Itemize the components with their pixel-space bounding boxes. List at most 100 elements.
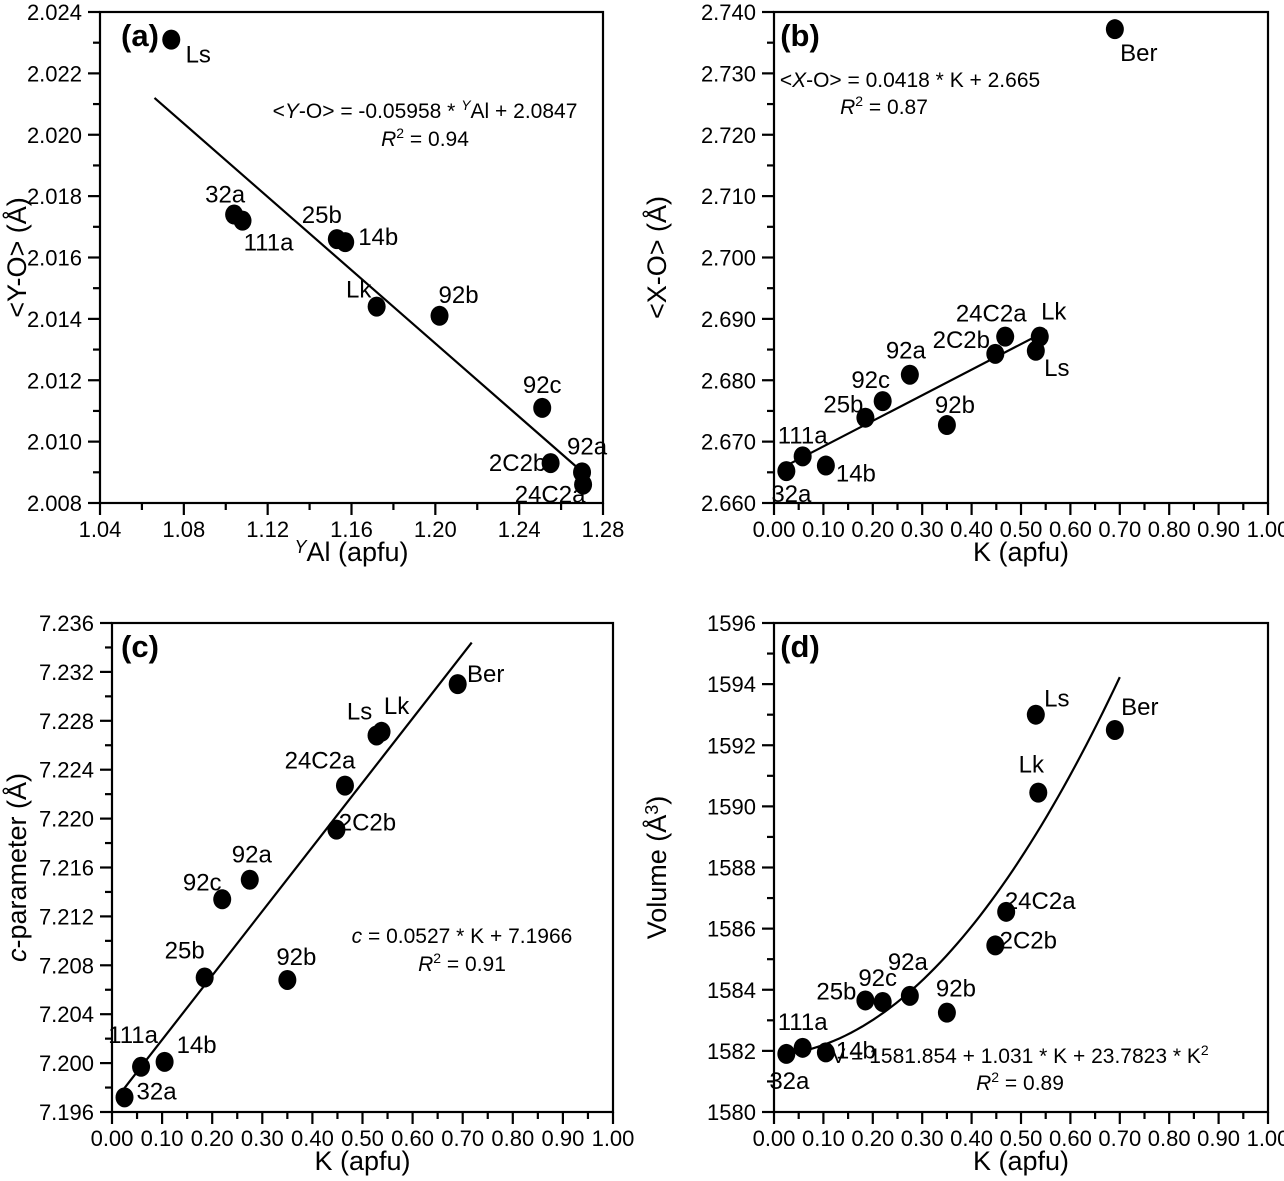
point-label: 25b: [165, 938, 205, 965]
data-point: [1030, 326, 1049, 347]
data-point: [1105, 19, 1124, 40]
x-axis-title: K (apfu): [973, 1146, 1069, 1176]
y-tick-label: 7.232: [39, 660, 94, 685]
data-point: [155, 1051, 174, 1072]
data-point: [278, 969, 297, 990]
panel-b: 0.00 0.10 0.20 0.30 0.40 0.50 0.60 0.70 0.80 0.90…: [642, 0, 1284, 567]
y-axis-title: c-parameter (Å): [1, 773, 32, 962]
x-tick-label: 0.00: [753, 1126, 796, 1151]
point-label: 92a: [567, 433, 608, 460]
data-point: [816, 1042, 835, 1063]
point-label: 92a: [886, 338, 927, 365]
y-tick-label: 2.016: [27, 246, 82, 271]
point-label: Ls: [186, 42, 211, 69]
y-tick-label: 7.208: [39, 953, 94, 978]
trend-line: [121, 641, 473, 1092]
data-point: [900, 364, 919, 385]
point-label: 14b: [358, 224, 398, 251]
point-label: 111a: [108, 1022, 158, 1049]
x-tick-label: 0.80: [491, 1126, 534, 1151]
point-label: 92c: [851, 367, 890, 394]
r-squared-text: R2 = 0.94: [381, 125, 469, 151]
data-point: [873, 391, 892, 412]
panel-letter: (c): [121, 629, 159, 664]
point-label: 111a: [778, 422, 828, 449]
data-point: [115, 1087, 134, 1108]
r-squared-text: R2 = 0.89: [976, 1069, 1064, 1095]
x-tick-label: 0.10: [802, 1126, 845, 1151]
data-point: [1029, 782, 1048, 803]
point-label: 2C2b: [1000, 927, 1057, 954]
y-tick-label: 7.196: [39, 1100, 94, 1125]
y-tick-label: 1584: [707, 978, 756, 1003]
data-point: [997, 901, 1016, 922]
y-axis-title: Volume (Å3): [642, 796, 672, 940]
x-tick-label: 0.80: [1148, 517, 1191, 542]
y-tick-label: 2.730: [701, 61, 756, 86]
y-tick-label: 1592: [707, 733, 756, 758]
y-tick-label: 7.212: [39, 904, 94, 929]
x-tick-label: 1.20: [414, 517, 457, 542]
point-label: 32a: [769, 1068, 810, 1095]
point-label: 24C2a: [515, 482, 586, 509]
data-point: [777, 461, 796, 482]
point-label: Lk: [1019, 752, 1045, 779]
point-label: 92b: [935, 392, 975, 419]
x-tick-label: 0.60: [391, 1126, 434, 1151]
panel-c: 0.00 0.10 0.20 0.30 0.40 0.50 0.60 0.70 0.80 0.90…: [1, 611, 635, 1176]
data-point: [937, 415, 956, 436]
y-tick-label: 1594: [707, 672, 756, 697]
point-label: 92b: [439, 282, 479, 309]
equation-text: <Y-O> = -0.05958 * YAl + 2.0847: [273, 97, 578, 123]
x-tick-label: 0.10: [141, 1126, 184, 1151]
y-tick-label: 2.010: [27, 430, 82, 455]
point-label: Ls: [1044, 686, 1069, 713]
x-tick-label: 1.00: [592, 1126, 635, 1151]
x-tick-label: 0.30: [901, 1126, 944, 1151]
data-point: [574, 474, 593, 495]
data-point: [233, 210, 252, 231]
x-tick-label: 1.12: [246, 517, 289, 542]
data-point: [793, 446, 812, 467]
x-tick-label: 0.10: [802, 517, 845, 542]
data-point: [777, 1043, 796, 1064]
point-label: 92a: [232, 842, 273, 869]
point-label: 32a: [137, 1078, 178, 1105]
point-label: 32a: [205, 182, 246, 209]
panel-d: 0.00 0.10 0.20 0.30 0.40 0.50 0.60 0.70 0.80 0.90…: [642, 611, 1284, 1176]
data-point: [430, 305, 449, 326]
data-point: [856, 990, 875, 1011]
y-tick-label: 7.216: [39, 856, 94, 881]
point-label: 25b: [823, 392, 863, 419]
point-label: 14b: [177, 1032, 217, 1059]
point-label: Ber: [1121, 694, 1158, 721]
data-point: [986, 343, 1005, 364]
panel-letter: (b): [780, 18, 820, 53]
x-tick-label: 1.00: [1247, 1126, 1284, 1151]
point-label: Ls: [1044, 355, 1069, 382]
point-label: 2C2b: [933, 327, 990, 354]
data-point: [213, 889, 232, 910]
x-tick-label: 0.20: [851, 517, 894, 542]
x-tick-label: 0.90: [1197, 517, 1240, 542]
x-tick-label: 1.04: [79, 517, 122, 542]
x-axis-title: YAl (apfu): [294, 537, 408, 567]
x-tick-label: 0.80: [1148, 1126, 1191, 1151]
x-tick-label: 0.20: [851, 1126, 894, 1151]
y-tick-label: 2.018: [27, 184, 82, 209]
y-tick-label: 2.012: [27, 368, 82, 393]
x-tick-label: 0.20: [191, 1126, 234, 1151]
point-label: 24C2a: [285, 748, 356, 775]
point-label: 25b: [302, 202, 342, 229]
point-label: 92a: [888, 949, 929, 976]
x-tick-label: 0.90: [1197, 1126, 1240, 1151]
y-tick-label: 2.014: [27, 307, 82, 332]
y-tick-label: 2.022: [27, 61, 82, 86]
x-axis-title: K (apfu): [314, 1146, 410, 1176]
point-label: 111a: [778, 1009, 828, 1036]
point-label: 111a: [244, 230, 294, 257]
panel-a: 1.04 1.08 1.12 1.16 1.20 1.24 1.28 2.008 2.010 2.…: [1, 0, 624, 567]
x-tick-label: 0.60: [1049, 1126, 1092, 1151]
y-tick-label: 7.220: [39, 807, 94, 832]
equation-text: V = 1581.854 + 1.031 * K + 23.7823 * K2: [831, 1042, 1209, 1068]
